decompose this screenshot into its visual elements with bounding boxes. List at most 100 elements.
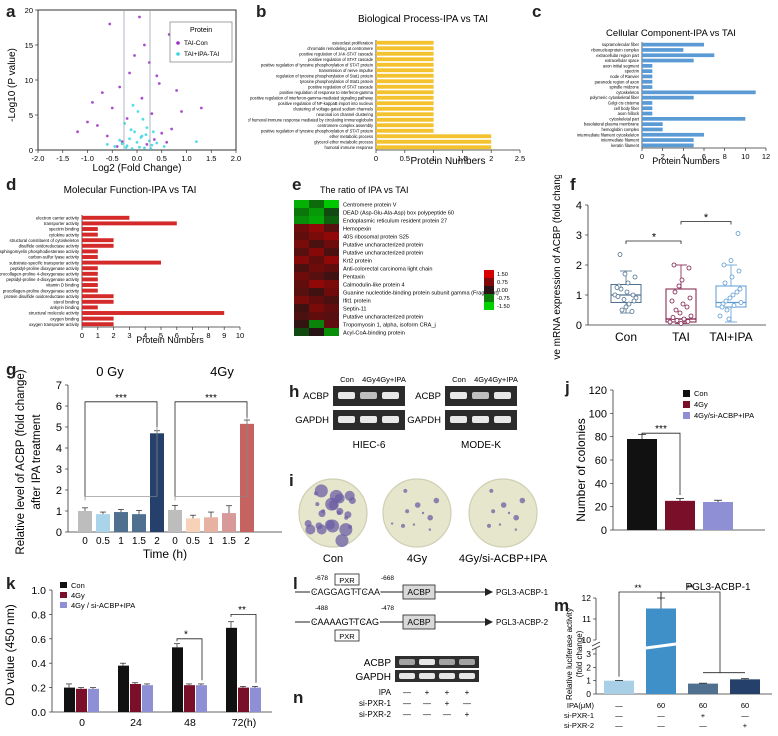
go-bar	[82, 294, 114, 299]
condition-value: +	[445, 688, 450, 697]
x-tick-label: 1	[432, 154, 436, 163]
go-term-label: intermediate filament cytoskeleton	[577, 132, 640, 137]
go-bar	[376, 51, 434, 56]
box-point	[727, 295, 733, 301]
go-bar	[376, 128, 434, 133]
od-bar-chart: OD value (450 nm) 0.0 0.2 0.4 0.6 0.8 1.0 0 24 4…	[3, 581, 272, 729]
timecourse-ylabel-1: Relative level of ACBP (fold change)	[15, 369, 27, 554]
box-point	[729, 274, 735, 280]
luciferase-chart: PGL3-ACBP-1 Relative luciferase activity…	[564, 582, 772, 730]
volcano-point	[162, 145, 166, 148]
heatmap-row-label: Calmodulin-like protein 4	[343, 283, 405, 289]
y-tick-label: 0.2	[31, 683, 46, 695]
box-point	[623, 304, 629, 310]
x-tick-label: 2	[661, 152, 665, 161]
volcano-point	[170, 127, 174, 131]
y-tick-label: 2	[576, 260, 582, 272]
go-term-label: basolateral plasma membrane	[584, 122, 640, 127]
go-bar	[376, 101, 434, 106]
heatmap-row-label: Putative uncharacterized protein	[343, 243, 423, 249]
go-term-label: vitamin D binding	[46, 283, 80, 288]
x-tick-label: 4	[681, 152, 685, 161]
box-point	[680, 301, 686, 307]
volcano-point	[100, 91, 104, 94]
x-tick-label: 0.5	[400, 154, 410, 163]
go-term-label: electron carrier activity	[36, 215, 80, 220]
box-point	[677, 310, 683, 316]
scale-swatch	[484, 278, 494, 286]
y-tick-label: 100	[589, 408, 607, 420]
heatmap-cell	[324, 280, 339, 288]
box-point	[631, 298, 637, 304]
box-point	[673, 307, 679, 313]
condition-value: +	[465, 688, 470, 697]
go-bar	[642, 48, 684, 52]
volcano-point	[133, 54, 136, 57]
promoter-constructs: -678 PXR -668 CAGGAGTTCAA ACBP PGL3-ACBP…	[295, 573, 549, 642]
scale-label: -1.50	[497, 304, 510, 310]
go-term-label: polymeric cytoskeletal fiber	[590, 95, 640, 100]
colony	[513, 514, 519, 521]
construct2-name: PGL3-ACBP-2	[496, 618, 549, 627]
volcano-point	[118, 85, 122, 89]
construct1-num-b: -668	[381, 575, 394, 582]
sig-star: ***	[115, 393, 127, 404]
heatmap-cell	[294, 256, 309, 264]
volcano-legend	[169, 21, 233, 63]
go-bar	[642, 79, 653, 84]
box-point	[722, 280, 728, 286]
heatmap-cell	[309, 248, 324, 256]
go-bar	[82, 283, 98, 287]
condition-value: —	[657, 721, 665, 730]
go-term-label: intermediate filament	[601, 138, 640, 143]
go-bar	[82, 288, 98, 293]
blot-band	[472, 416, 489, 423]
panel-k: k OD value (450 nm) 0.0 0.2 0.4 0.6 0.8 1.0 0 2…	[0, 570, 285, 736]
go-bar	[82, 305, 98, 310]
go-bar	[82, 243, 114, 248]
go-term-label: tyrosine phosphorylation of Stat1 protei…	[300, 79, 374, 84]
x-tick-label: 2.0	[231, 154, 241, 163]
volcano-point	[199, 106, 203, 110]
heatmap-cell	[324, 312, 339, 320]
box-point	[686, 265, 692, 271]
go-bar	[642, 127, 663, 132]
heatmap-row-label: Septin-11	[343, 307, 367, 313]
go-term-label: extracellular region part	[596, 53, 640, 58]
heatmap-cell	[294, 280, 309, 288]
box-point	[678, 321, 684, 326]
heatmap-cell	[324, 224, 339, 232]
x-tick-label: 0	[79, 717, 85, 729]
legend-swatch	[683, 401, 690, 408]
volcano-point	[120, 140, 124, 144]
condition-value: —	[403, 710, 411, 719]
box-point	[726, 316, 732, 322]
bar-break	[645, 642, 677, 650]
x-tick-label: 8	[723, 152, 727, 161]
box-point	[671, 262, 677, 268]
x-tick-label: -1.0	[81, 154, 94, 163]
heatmap-cell	[294, 216, 309, 224]
blot-band	[382, 392, 399, 399]
go-bar	[82, 215, 130, 220]
box-point	[717, 313, 723, 319]
go-term-label: ribonucleoprotein complex	[591, 48, 639, 53]
go-bar	[642, 85, 653, 89]
heatmap-cell	[309, 312, 324, 320]
condition-value: 60	[657, 701, 665, 710]
box-point	[735, 231, 741, 236]
blot-band	[399, 659, 415, 665]
volcano-point	[131, 103, 135, 107]
x-tick-label: -0.5	[106, 154, 119, 163]
go-term-label: carbon-sulfur lyase activity	[28, 255, 79, 260]
panel-e: e The ratio of IPA vs TAI Centromere pro…	[252, 175, 526, 360]
volcano-point	[150, 112, 154, 115]
volcano-point	[147, 61, 151, 64]
go-term-label: glycerol ether metabolic process	[314, 139, 373, 144]
blot-band	[450, 392, 467, 399]
od-ylabel: OD value (450 nm)	[3, 604, 17, 705]
heatmap-cell	[309, 264, 324, 272]
heatmap-cell	[294, 264, 309, 272]
heatmap-cell	[309, 272, 324, 280]
y-tick-label: 120	[589, 385, 607, 397]
